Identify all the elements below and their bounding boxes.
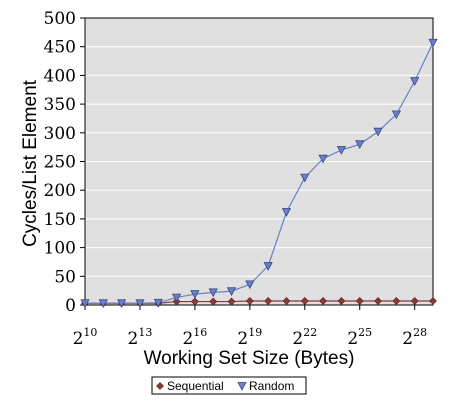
x-tick-label: 228 xyxy=(402,326,427,349)
y-tick-label: 400 xyxy=(44,66,76,86)
x-tick-label: 216 xyxy=(182,326,207,349)
data-point xyxy=(374,297,382,305)
legend-box xyxy=(151,376,307,395)
legend-marker xyxy=(156,382,164,390)
y-tick-label: 50 xyxy=(54,267,76,287)
data-point xyxy=(117,299,127,309)
data-point xyxy=(80,299,90,309)
data-point xyxy=(282,297,291,305)
series-layer xyxy=(80,38,438,309)
legend: Sequential Random xyxy=(151,376,307,395)
gridlines xyxy=(85,46,433,277)
data-point xyxy=(392,297,401,305)
data-point xyxy=(355,140,365,150)
data-point xyxy=(318,154,328,164)
y-tick-label: 300 xyxy=(44,124,76,144)
x-axis-ticks: 210 213 216 219 222 225 228 xyxy=(73,305,427,349)
data-point xyxy=(373,127,383,137)
legend-label: Sequential xyxy=(167,379,224,393)
y-tick-label: 0 xyxy=(65,296,76,316)
data-point xyxy=(190,290,200,299)
data-point xyxy=(190,297,199,306)
y-tick-label: 200 xyxy=(44,181,76,201)
data-point xyxy=(209,297,218,306)
y-tick-label: 350 xyxy=(44,95,76,115)
x-tick-label: 213 xyxy=(128,326,153,349)
y-tick-label: 150 xyxy=(44,210,76,230)
data-point xyxy=(355,297,364,305)
x-tick-label: 222 xyxy=(292,326,317,349)
y-axis-ticks: 0 50 100 150 200 250 300 350 400 450 500 xyxy=(44,9,85,316)
data-point xyxy=(264,297,273,305)
x-tick-label: 219 xyxy=(237,326,262,349)
x-tick-label: 210 xyxy=(73,326,98,349)
y-tick-label: 450 xyxy=(44,38,76,58)
y-tick-label: 250 xyxy=(44,153,76,173)
data-point xyxy=(263,262,273,271)
data-point xyxy=(410,77,420,86)
data-point xyxy=(300,297,309,305)
data-point xyxy=(245,280,255,290)
y-tick-label: 500 xyxy=(44,9,76,29)
data-point xyxy=(227,297,236,306)
data-point xyxy=(410,297,419,305)
data-point xyxy=(226,287,237,296)
data-point xyxy=(319,297,328,305)
data-point xyxy=(135,299,145,309)
x-tick-label: 225 xyxy=(347,326,372,349)
data-point xyxy=(245,297,254,305)
data-point xyxy=(98,299,108,309)
data-point xyxy=(171,293,182,303)
y-axis-label: Cycles/List Element xyxy=(20,79,41,247)
data-point xyxy=(153,298,163,308)
x-axis-label: Working Set Size (Bytes) xyxy=(144,348,355,369)
data-point xyxy=(428,38,438,48)
y-tick-label: 100 xyxy=(44,239,76,259)
data-point xyxy=(391,110,401,120)
data-point xyxy=(300,173,310,183)
data-point xyxy=(336,146,347,155)
legend-marker xyxy=(237,382,247,391)
legend-label: Random xyxy=(249,379,294,393)
data-point xyxy=(208,288,218,298)
series-line xyxy=(85,42,434,304)
data-point xyxy=(337,297,346,305)
data-point xyxy=(281,208,292,217)
series-random xyxy=(80,38,438,309)
data-point xyxy=(429,297,437,305)
